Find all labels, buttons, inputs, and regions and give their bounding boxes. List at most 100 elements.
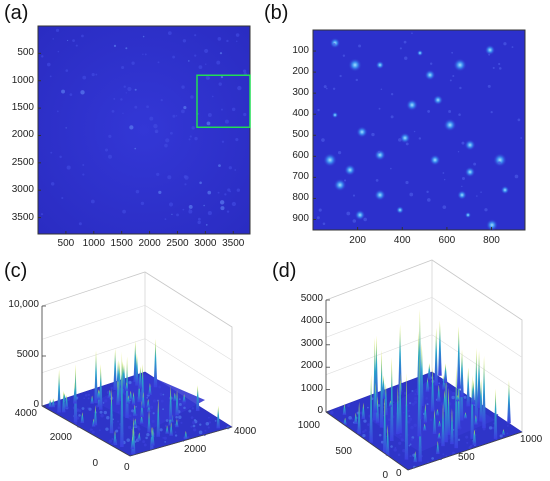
surface-texture: [87, 397, 90, 400]
image-b-speckle: [375, 179, 379, 182]
image-a-speckle: [61, 89, 66, 94]
image-b-speckle: [339, 74, 342, 78]
surface-spike: [353, 412, 358, 425]
image-b-speckle: [427, 198, 431, 202]
image-a-speckle: [171, 213, 173, 216]
surface-texture: [145, 436, 148, 440]
image-b-background: [312, 29, 526, 231]
surface-texture: [499, 434, 503, 438]
image-a-speckle: [113, 98, 116, 100]
image-a-speckle: [111, 110, 115, 113]
surface-texture: [66, 397, 71, 401]
image-b-blob: [432, 94, 444, 106]
surface-texture: [129, 381, 132, 384]
surface-spike: [463, 412, 468, 419]
surface-spike: [175, 390, 179, 416]
image-b-speckle: [461, 141, 465, 145]
surface-texture: [178, 398, 181, 400]
surface-spike: [434, 327, 438, 386]
surface-grid-line: [41, 338, 233, 394]
surface-texture: [128, 414, 132, 418]
image-b-blob: [443, 118, 457, 132]
image-b-speckle: [461, 185, 463, 188]
surface-spike: [137, 432, 142, 441]
x-tick-label: 3500: [222, 238, 245, 249]
surface-spike: [93, 405, 98, 426]
surface-texture: [397, 453, 401, 457]
image-b-blob: [500, 185, 510, 195]
surface-spike: [437, 432, 441, 439]
y-tick-label: 0: [92, 458, 98, 469]
x-tick-label: 400: [393, 235, 411, 246]
surface-spike: [427, 363, 432, 380]
surface-spike: [435, 440, 440, 455]
image-b-blob: [484, 44, 496, 56]
surface-texture: [496, 413, 499, 416]
image-a-speckle: [59, 155, 62, 159]
image-a-speckle: [226, 39, 229, 43]
image-b-speckle: [511, 46, 514, 49]
surface-texture: [474, 429, 477, 431]
image-a-speckle: [227, 188, 231, 192]
surface-hump: [370, 378, 495, 452]
image-b-speckle: [390, 167, 392, 170]
surface-texture: [438, 382, 441, 385]
surface-texture: [437, 432, 440, 435]
surface-texture: [95, 405, 98, 408]
surface-texture: [399, 434, 402, 437]
image-a-speckle: [65, 69, 69, 72]
z-tick-label: 5000: [300, 293, 323, 304]
image-a-speckle: [75, 44, 78, 47]
surface-texture: [408, 415, 411, 418]
image-b-blob: [464, 166, 476, 178]
surface-spike: [139, 414, 144, 424]
x-axis-line: [407, 431, 523, 471]
surface-texture: [132, 404, 135, 407]
surface-texture: [117, 420, 119, 423]
surface-texture: [159, 392, 163, 396]
surface-texture: [191, 407, 194, 410]
image-b-speckle: [476, 195, 478, 197]
image-a-speckle: [169, 131, 173, 135]
image-a-speckle: [57, 110, 59, 113]
image-a-speckle: [219, 200, 225, 205]
surface-spike: [507, 380, 511, 424]
surface-texture: [398, 441, 402, 445]
z-tick-label: 5000: [16, 349, 39, 360]
image-b-speckle: [514, 174, 519, 179]
image-a-speckle: [188, 60, 190, 62]
image-a-speckle: [134, 147, 137, 150]
surface-grid-line: [41, 305, 233, 361]
surface-spike: [141, 392, 146, 408]
x-tick-label: 1000: [82, 238, 105, 249]
image-a-speckle: [224, 119, 229, 124]
surface-spike: [140, 363, 145, 405]
surface-spike: [184, 431, 188, 440]
surface-texture: [149, 405, 154, 410]
image-a-speckle: [122, 112, 124, 114]
surface-spike: [438, 320, 442, 376]
image-b-speckle: [333, 43, 336, 46]
surface-texture: [198, 430, 203, 435]
image-a-speckle: [108, 134, 112, 138]
x-tick-label: 2500: [166, 238, 189, 249]
y-tick-label: 300: [292, 87, 309, 99]
image-a-speckle: [135, 189, 140, 194]
x-tick-label: 4000: [234, 426, 257, 437]
surface-spike: [124, 382, 129, 391]
image-b-speckle: [409, 192, 414, 197]
surface-texture: [407, 420, 411, 424]
image-b-speckle: [346, 211, 351, 216]
y-axis-line: [325, 411, 409, 471]
surface-spike: [120, 352, 124, 448]
surface-spike: [96, 389, 101, 400]
surface-spike: [147, 410, 151, 433]
image-a-speckle: [81, 34, 84, 38]
surface-spike: [404, 372, 409, 460]
surface-spike: [389, 357, 394, 442]
surface-spike: [133, 418, 138, 427]
surface-texture: [451, 451, 455, 455]
surface-texture: [362, 433, 366, 438]
image-b-speckle: [377, 151, 381, 154]
